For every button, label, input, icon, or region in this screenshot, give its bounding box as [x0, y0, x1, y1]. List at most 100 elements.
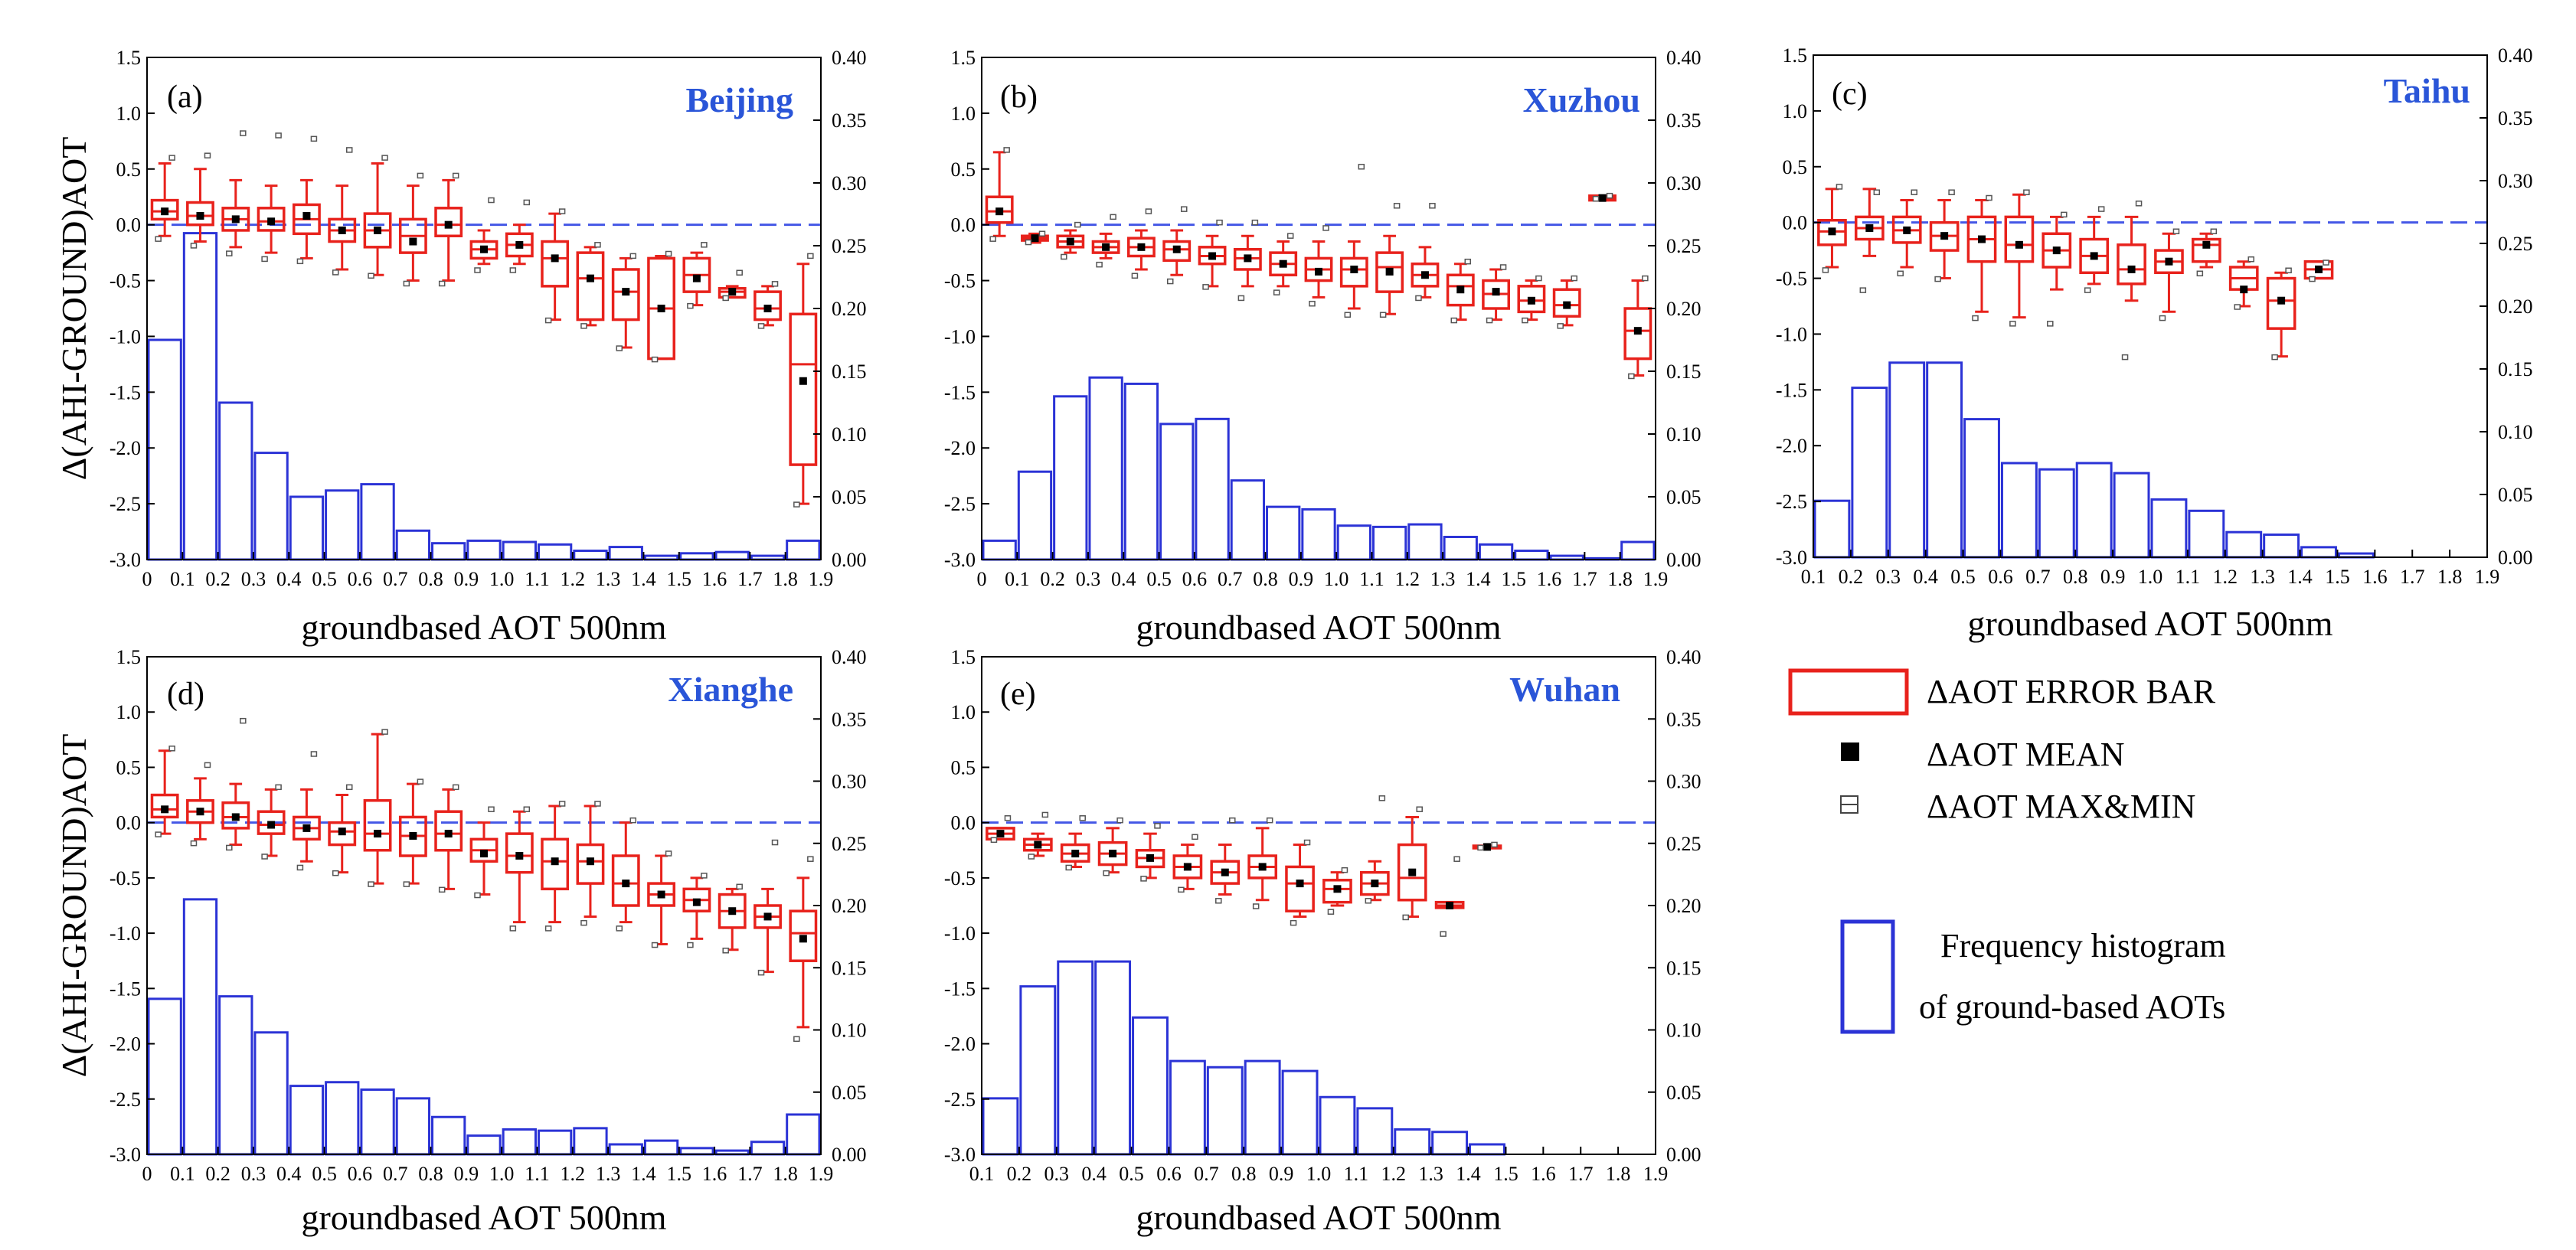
- min-marker: [1450, 317, 1458, 324]
- x-tick-label: 0.1: [170, 568, 195, 590]
- mean-marker: [196, 212, 204, 220]
- histogram-bar: [182, 232, 218, 561]
- left-tick-label: 0.0: [116, 812, 142, 834]
- max-marker: [1229, 817, 1236, 824]
- histogram-bar: [1478, 543, 1514, 561]
- mean-marker: [1527, 296, 1535, 305]
- min-marker: [332, 870, 339, 876]
- min-marker: [651, 356, 659, 363]
- right-tick-label: 0.40: [832, 646, 867, 668]
- max-marker: [2323, 259, 2329, 266]
- left-tick-label: -2.0: [944, 1033, 976, 1056]
- x-tick-label: 0.4: [276, 1163, 302, 1185]
- x-tick-label: 0.9: [1289, 568, 1314, 590]
- max-marker: [1038, 230, 1046, 237]
- min-marker: [793, 501, 800, 508]
- min-marker: [687, 942, 694, 948]
- mean-marker: [1071, 850, 1080, 858]
- histogram-bar: [679, 1147, 714, 1156]
- x-tick-label: 0.2: [1007, 1163, 1032, 1185]
- mean-marker: [409, 832, 417, 840]
- x-tick-label: 1.6: [1531, 1163, 1556, 1185]
- mean-marker: [231, 813, 240, 821]
- histogram-bar: [643, 1139, 679, 1156]
- min-marker: [1065, 864, 1072, 871]
- mean-marker: [1446, 902, 1454, 909]
- mean-marker: [551, 857, 559, 866]
- mean-marker: [622, 880, 630, 888]
- x-tick-label: 1.5: [1493, 1163, 1518, 1185]
- min-marker: [757, 323, 765, 329]
- min-marker: [616, 925, 623, 932]
- mean-marker: [515, 240, 524, 249]
- box-iqr: [2191, 237, 2221, 263]
- mean-marker: [302, 212, 311, 220]
- left-tick-label: 0.5: [951, 158, 976, 181]
- legend-mean-label: ΔAOT MEAN: [1927, 736, 2124, 773]
- min-marker: [1628, 373, 1635, 380]
- right-tick-label: 0.40: [1666, 646, 1702, 668]
- left-tick-label: -0.5: [110, 867, 141, 889]
- max-marker: [1836, 184, 1843, 190]
- histogram-bar: [1926, 361, 1963, 559]
- mean-marker: [2277, 296, 2286, 305]
- max-marker: [736, 269, 743, 276]
- x-tick-label: 1.2: [561, 1163, 586, 1185]
- max-marker: [204, 152, 211, 158]
- legend-maxmin-label: ΔAOT MAX&MIN: [1927, 788, 2195, 825]
- min-marker: [1477, 844, 1484, 851]
- x-tick-label: 1.4: [1466, 568, 1491, 590]
- mean-marker: [2090, 252, 2098, 260]
- panel-c-city: Taihu: [2384, 71, 2470, 110]
- histogram-bar: [2188, 509, 2225, 559]
- min-marker: [651, 942, 659, 948]
- min-marker: [1096, 261, 1103, 268]
- histogram-bar: [573, 1127, 608, 1156]
- xlabel-a: groundbased AOT 500nm: [301, 608, 666, 647]
- xlabel-b: groundbased AOT 500nm: [1136, 608, 1501, 647]
- mean-marker: [480, 245, 488, 253]
- histogram-bar: [1019, 985, 1057, 1156]
- histogram-bar: [253, 1031, 289, 1156]
- max-marker: [1341, 867, 1348, 873]
- right-tick-label: 0.25: [2498, 233, 2533, 255]
- box-iqr: [611, 268, 640, 321]
- ylabel-top: Δ(AHI-GROUND)AOT: [54, 137, 93, 481]
- right-tick-label: 0.10: [1666, 1020, 1702, 1042]
- left-tick-label: 1.0: [116, 103, 142, 125]
- max-marker: [452, 172, 459, 179]
- histogram-bar: [1319, 1095, 1356, 1156]
- x-tick-label: 1.6: [702, 568, 727, 590]
- histogram-bar: [1195, 417, 1230, 561]
- max-marker: [1110, 214, 1116, 220]
- mean-marker: [231, 215, 240, 224]
- x-tick-label: 0.7: [1218, 568, 1243, 590]
- right-tick-label: 0.40: [832, 47, 867, 69]
- box-iqr: [434, 810, 463, 852]
- x-tick-label: 0.7: [1194, 1163, 1219, 1185]
- histogram-bar: [2113, 472, 2150, 559]
- x-tick-label: 0.1: [1005, 568, 1030, 590]
- histogram-bar: [1431, 1131, 1469, 1156]
- left-tick-label: -2.0: [944, 437, 976, 459]
- x-tick-label: 0.1: [170, 1163, 195, 1185]
- x-tick-label: 1.8: [2437, 566, 2463, 588]
- histogram-bar: [395, 529, 431, 561]
- min-marker: [1522, 317, 1528, 324]
- min-marker: [155, 236, 162, 242]
- min-marker: [1252, 903, 1260, 909]
- max-marker: [168, 155, 175, 161]
- right-tick-label: 0.25: [1666, 833, 1702, 855]
- min-marker: [226, 250, 233, 256]
- histogram-bar: [786, 539, 821, 561]
- mean-marker: [1066, 237, 1074, 246]
- mean-marker: [1385, 267, 1394, 276]
- min-marker: [2309, 276, 2316, 282]
- max-marker: [2172, 228, 2180, 234]
- histogram-bar: [1443, 535, 1478, 561]
- box-iqr: [541, 837, 570, 891]
- histogram-bar: [1244, 1059, 1281, 1156]
- mean-marker: [763, 305, 772, 312]
- min-marker: [616, 345, 623, 351]
- box-iqr: [1339, 256, 1368, 288]
